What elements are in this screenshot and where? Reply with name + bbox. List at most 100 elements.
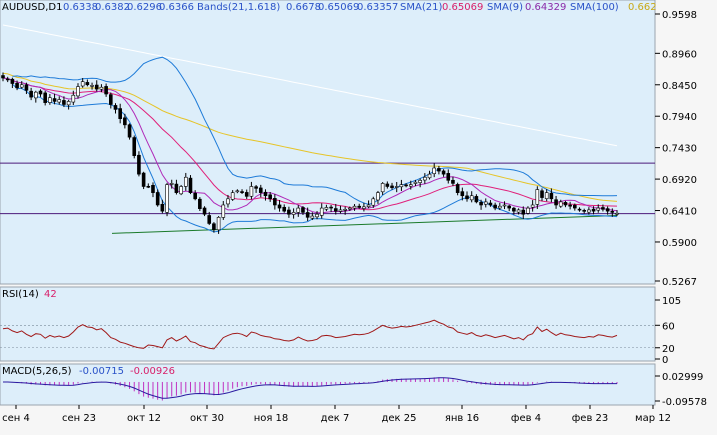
header-sma21-label: SMA(21) <box>400 2 442 13</box>
candle-body <box>563 202 568 206</box>
macd-signal-line <box>3 377 617 399</box>
price-tick-label: 0.5267 <box>662 277 697 288</box>
candle-body <box>179 186 183 195</box>
header-high: 0.6382 <box>95 2 130 13</box>
time-tick-label: сен 4 <box>2 413 30 424</box>
candle-body <box>76 86 80 97</box>
time-tick-label: сен 23 <box>62 413 96 424</box>
candle-body <box>413 181 418 184</box>
candle-body <box>343 209 347 211</box>
candle-body <box>582 210 586 212</box>
candle-body <box>423 176 427 181</box>
rsi-tick-label: 105 <box>662 296 681 307</box>
header-sma9-value: 0.64329 <box>525 2 566 13</box>
candle-body <box>104 86 108 95</box>
candle-body <box>385 183 390 187</box>
candle-body <box>19 84 24 88</box>
candle-body <box>315 213 319 218</box>
candle-body <box>399 184 404 188</box>
long-ma-line <box>2 24 618 147</box>
band-lower-line <box>12 83 618 233</box>
candle-body <box>554 199 558 206</box>
time-tick-label: дек 7 <box>321 413 350 424</box>
candle-body <box>287 209 291 215</box>
candle-body <box>118 108 122 119</box>
candle-body <box>568 204 572 207</box>
candle-body <box>408 184 413 187</box>
candle-body <box>301 207 305 213</box>
candle-body <box>207 215 212 224</box>
candle-body <box>596 207 601 211</box>
candle-body <box>352 205 357 209</box>
candle-body <box>137 154 141 175</box>
time-tick-label: ноя 18 <box>254 413 289 424</box>
header-sma9-label: SMA(9) <box>487 2 523 13</box>
macd-panel-bg <box>0 363 656 406</box>
price-tick-label: 0.9598 <box>662 10 697 21</box>
header-sma100-value: 0.662 <box>628 2 657 13</box>
candle-body <box>66 101 71 106</box>
candle-body <box>277 204 282 209</box>
macd-panel: 0.02999 -0.09578 MACD(5,26,5) -0.00715 -0… <box>0 363 707 408</box>
header-bands-label: Bands(21,1.618) <box>197 2 280 13</box>
candle-body <box>305 212 310 218</box>
candle-body <box>254 186 258 189</box>
candle-body <box>296 207 301 213</box>
candle-body <box>240 191 244 193</box>
candle-body <box>29 90 33 98</box>
rsi-tick-label: 0 <box>662 355 668 366</box>
candle-body <box>512 207 516 212</box>
header-sma21-value: 0.65069 <box>442 2 483 13</box>
candle-body <box>193 192 197 200</box>
macd-axis: 0.02999 -0.09578 <box>655 372 707 408</box>
macd-tick-label: -0.09578 <box>662 397 707 408</box>
candle-body <box>151 184 155 193</box>
candle-body <box>488 202 493 206</box>
candle-body <box>516 209 521 213</box>
candle-body <box>90 85 94 87</box>
candle-body <box>427 173 432 179</box>
price-tick-label: 0.6410 <box>662 207 697 218</box>
candle-body <box>249 186 254 197</box>
candle-body <box>291 212 296 215</box>
candle-body <box>535 189 540 205</box>
rsi-axis: 105 60 200 <box>655 296 681 366</box>
candle-body <box>310 215 315 219</box>
candle-body <box>357 205 362 208</box>
candle-body <box>24 84 29 91</box>
candle-body <box>573 204 577 209</box>
candle-body <box>174 183 179 193</box>
candle-body <box>165 184 169 213</box>
candle-body <box>273 198 277 206</box>
candle-body <box>127 124 132 138</box>
time-axis: сен 4 сен 23 окт 12 окт 30 ноя 18 дек 7 дек 25… <box>2 405 671 424</box>
candle-body <box>362 206 366 209</box>
candle-body <box>333 208 338 212</box>
candle-body <box>540 190 544 198</box>
candle-body <box>62 100 66 105</box>
candle-body <box>230 192 235 200</box>
candle-body <box>80 81 85 87</box>
candle-body <box>324 207 329 210</box>
rsi-label: RSI(14) <box>2 289 39 300</box>
candle-body <box>441 170 446 175</box>
candle-body <box>221 204 226 218</box>
candle-body <box>52 98 57 102</box>
candle-body <box>123 117 127 126</box>
time-tick-label: янв 16 <box>445 413 479 424</box>
candle-body <box>366 204 371 208</box>
candle-body <box>591 208 596 212</box>
candle-body <box>348 207 352 210</box>
candle-body <box>188 177 193 193</box>
macd-tick-label: 0.02999 <box>662 372 703 383</box>
macd-lines <box>3 377 618 401</box>
band-upper-line <box>12 56 618 205</box>
candle-body <box>109 94 113 105</box>
candle-body <box>329 206 333 209</box>
candle-body <box>10 78 15 84</box>
candle-body <box>380 183 385 193</box>
macd-label: MACD(5,26,5) <box>2 366 72 377</box>
candle-body <box>460 191 465 197</box>
candle-body <box>183 176 188 187</box>
candle-body <box>94 84 99 90</box>
